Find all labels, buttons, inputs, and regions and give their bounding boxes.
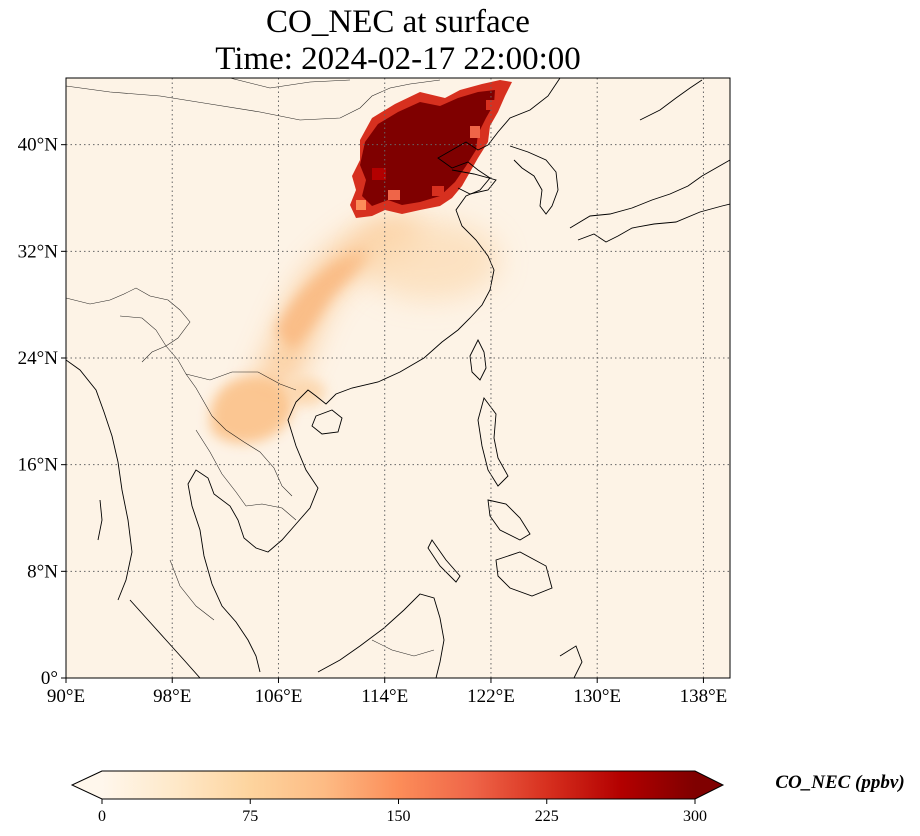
lat-tick-label: 16°N (18, 455, 59, 476)
plume-indochina (209, 376, 293, 444)
plume-cell (432, 186, 444, 196)
country-borders (66, 78, 441, 657)
colorbar-min-extend (72, 771, 102, 799)
plume-cell (470, 126, 480, 138)
plume-east-china-haze (360, 220, 500, 300)
border-mongolia-north (229, 78, 351, 89)
colorbar-tick-label: 300 (683, 808, 707, 825)
colorbar-max-extend (695, 771, 723, 799)
plume-trail-core (275, 250, 372, 350)
border-thailand (195, 429, 247, 507)
lon-tick-label: 90°E (47, 686, 85, 707)
border-china-mongolia (66, 79, 441, 121)
concentration-field (66, 78, 730, 678)
coastline-japan (569, 159, 730, 229)
colorbar-gradient (102, 771, 695, 799)
lon-tick-label: 138°E (680, 686, 728, 707)
colorbar-tick-label: 75 (242, 808, 258, 825)
coastline-sulawesi (559, 645, 583, 678)
coastline-visayas (487, 499, 531, 541)
lat-tick-label: 32°N (18, 241, 59, 262)
coastline-sumatra (129, 599, 201, 678)
latitude-axis: 0° 8°N 16°N 24°N 32°N 40°N (18, 135, 66, 689)
lat-tick-label: 8°N (27, 561, 58, 582)
lon-tick-label: 130°E (573, 686, 621, 707)
lon-tick-label: 122°E (467, 686, 515, 707)
border-china-indochina (185, 371, 297, 391)
lon-tick-label: 98°E (153, 686, 191, 707)
coastlines (66, 78, 730, 678)
border-malay (169, 559, 215, 621)
plume-cell (356, 200, 366, 210)
lat-tick-label: 40°N (18, 135, 59, 156)
map-panel: 90°E 98°E 106°E 114°E 122°E 130°E 138°E 0° 8°N 1… (18, 77, 731, 707)
lon-tick-label: 114°E (361, 686, 408, 707)
coastline-japan-south (577, 203, 730, 243)
colorbar-label: CO_NEC (ppbv) (775, 772, 904, 793)
plume-cell (388, 190, 400, 200)
gridlines (66, 78, 730, 678)
plume-core (360, 90, 495, 206)
longitude-axis: 90°E 98°E 106°E 114°E 122°E 130°E 138°E (47, 678, 727, 707)
colorbar-tick-label: 150 (387, 808, 411, 825)
colorbar: 0 75 150 225 300 CO_NEC (ppbv) (70, 770, 905, 825)
border-borneo (371, 639, 435, 657)
lat-tick-label: 24°N (18, 348, 59, 369)
coastline-korea (509, 145, 559, 215)
coastline-andaman (97, 499, 103, 541)
coastline-mindanao (495, 551, 553, 597)
coastline-myanmar (66, 359, 133, 601)
lat-tick-label: 0° (41, 668, 58, 689)
border-cambodia (245, 503, 297, 521)
colorbar-tick-label: 225 (535, 808, 559, 825)
map-title: CO_NEC at surface (266, 4, 530, 40)
coastline-shandong (451, 169, 497, 195)
lon-tick-label: 106°E (255, 686, 303, 707)
coastline-borneo (317, 593, 445, 678)
colorbar-ticks: 0 75 150 225 300 (98, 799, 707, 825)
border-laos (211, 415, 293, 497)
border-myanmar (119, 315, 213, 417)
coastline-luzon (477, 396, 509, 487)
map-time-subtitle: Time: 2024-02-17 22:00:00 (215, 41, 581, 77)
colorbar-tick-label: 0 (98, 808, 106, 825)
map-frame (65, 77, 731, 679)
plume-cell (372, 168, 386, 180)
coastline-hainan (311, 409, 343, 435)
coastline-china (187, 78, 561, 673)
coastline-japan-north (639, 79, 703, 121)
coastline-palawan (427, 539, 461, 583)
coastline-taiwan (469, 338, 487, 381)
